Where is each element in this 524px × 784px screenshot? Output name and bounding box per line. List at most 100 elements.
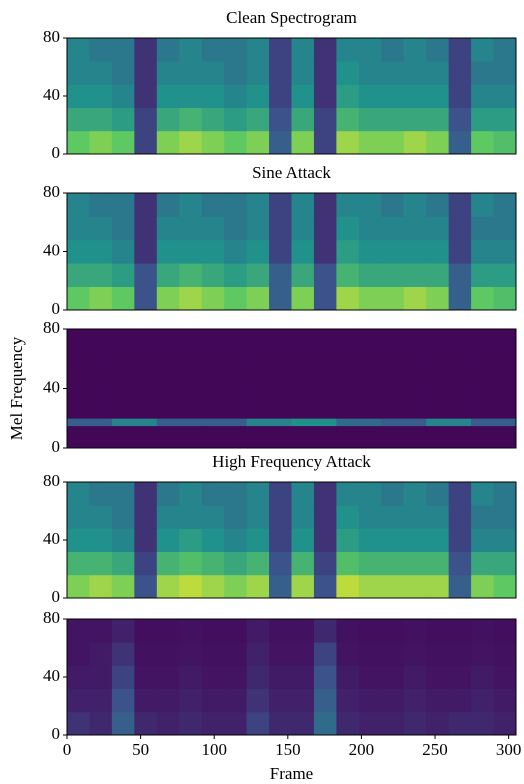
heatmap-cell <box>471 286 494 311</box>
heatmap-cell <box>89 61 113 85</box>
heatmap-cell <box>246 388 292 397</box>
heatmap-cell <box>336 239 360 264</box>
heatmap-cell <box>403 574 427 599</box>
heatmap-cell <box>426 388 472 397</box>
x-tick-label: 0 <box>63 740 72 759</box>
heatmap-cell <box>246 619 270 643</box>
heatmap-cell <box>336 329 382 337</box>
heatmap-cell <box>313 642 337 666</box>
heatmap-cell <box>358 61 382 85</box>
heatmap-cell <box>448 61 472 85</box>
heatmap-cell <box>426 286 450 311</box>
heatmap-cell <box>134 216 158 241</box>
heatmap-cell <box>291 107 315 132</box>
heatmap-cell <box>336 263 360 287</box>
heatmap-cell <box>493 551 517 576</box>
heatmap-cell <box>111 366 158 375</box>
heatmap-cell <box>381 193 405 217</box>
heatmap-cell <box>246 665 270 689</box>
heatmap-cell <box>111 130 135 155</box>
heatmap-cell <box>313 130 337 155</box>
heatmap-cell <box>336 84 360 108</box>
heatmap-cell <box>224 216 247 241</box>
heatmap-cell <box>179 286 203 311</box>
heatmap-cell <box>381 343 427 352</box>
heatmap-cell <box>111 642 135 666</box>
heatmap-cell <box>111 433 158 441</box>
heatmap-cell <box>358 642 382 666</box>
heatmap-cell <box>224 84 247 108</box>
heatmap-cell <box>403 505 427 529</box>
heatmap-cell <box>111 505 135 529</box>
heatmap-cell <box>246 642 270 666</box>
heatmap-cell <box>134 193 158 217</box>
heatmap-cell <box>134 642 158 666</box>
heatmap-cell <box>358 619 382 643</box>
heatmap-cell <box>313 482 337 506</box>
heatmap-cell <box>336 574 360 599</box>
heatmap-cell <box>291 433 337 441</box>
heatmap-cell <box>269 239 292 264</box>
heatmap-cell <box>111 239 135 264</box>
heatmap-cell <box>89 38 113 62</box>
heatmap-cell <box>426 551 450 576</box>
heatmap-cell <box>381 84 405 108</box>
heatmap-cell <box>471 551 494 576</box>
heatmap-cell <box>156 418 203 427</box>
heatmap-cell <box>313 528 337 552</box>
heatmap-cell <box>426 433 472 441</box>
heatmap-cell <box>269 38 292 62</box>
heatmap-cell <box>426 351 472 360</box>
heatmap-cell <box>89 193 113 217</box>
heatmap-cell <box>269 665 292 689</box>
heatmap-cell <box>426 239 450 264</box>
heatmap-cell <box>426 482 450 506</box>
heatmap-cell <box>89 619 113 643</box>
heatmap-cell <box>313 711 337 736</box>
heatmap-cell <box>224 61 247 85</box>
heatmap-cell <box>156 665 180 689</box>
heatmap-cell <box>358 107 382 132</box>
heatmap-cell <box>89 665 113 689</box>
heatmap-cell <box>291 440 337 449</box>
heatmap-cell <box>358 84 382 108</box>
heatmap-cell <box>156 107 180 132</box>
heatmap-cell <box>291 688 315 713</box>
heatmap-cell <box>269 84 292 108</box>
heatmap-cell <box>426 711 450 736</box>
heatmap-cell <box>471 642 494 666</box>
heatmap-cell <box>111 358 158 367</box>
heatmap-cell <box>224 642 247 666</box>
heatmap-cell <box>403 263 427 287</box>
heatmap-cell <box>426 665 450 689</box>
heatmap-cell <box>67 551 90 576</box>
heatmap-cell <box>403 239 427 264</box>
heatmap-cell <box>179 216 203 241</box>
heatmap-cell <box>381 619 405 643</box>
heatmap-cell <box>269 574 292 599</box>
heatmap-cell <box>201 336 247 345</box>
heatmap-cell <box>269 286 292 311</box>
y-tick-label: 0 <box>52 299 61 318</box>
heatmap-cell <box>201 688 225 713</box>
heatmap-cell <box>67 688 90 713</box>
heatmap-cell <box>291 38 315 62</box>
heatmap-cell <box>313 239 337 264</box>
x-tick-label: 100 <box>201 740 227 759</box>
heatmap-cell <box>426 381 472 389</box>
heatmap-cell <box>336 665 360 689</box>
heatmap-cell <box>381 239 405 264</box>
heatmap-cell <box>67 482 90 506</box>
heatmap-cell <box>403 38 427 62</box>
heatmap-cell <box>448 107 472 132</box>
heatmap-cell <box>403 619 427 643</box>
heatmap-cell <box>156 395 203 404</box>
heatmap-cell <box>336 343 382 352</box>
heatmap-cell <box>336 642 360 666</box>
heatmap-cell <box>313 216 337 241</box>
heatmap-cell <box>336 388 382 397</box>
heatmap-cell <box>179 38 203 62</box>
heatmap-cell <box>381 551 405 576</box>
heatmap-cell <box>111 286 135 311</box>
heatmap-cell <box>403 642 427 666</box>
